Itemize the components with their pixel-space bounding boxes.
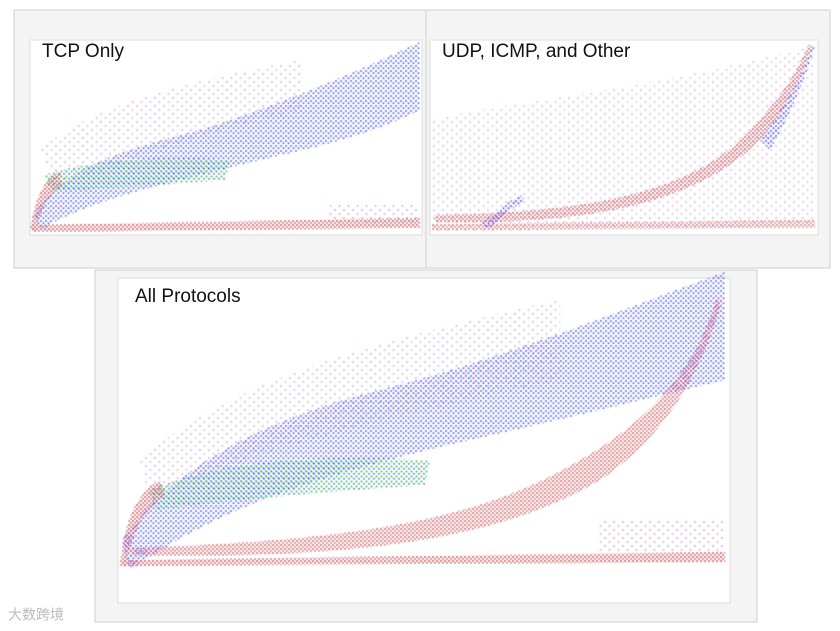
panel-title: UDP, ICMP, and Other [442, 41, 631, 62]
panel-udp: UDP, ICMP, and Other [425, 9, 831, 269]
panel-all: All Protocols [94, 269, 758, 623]
watermark: 大数跨境 [8, 607, 64, 623]
panel-title: All Protocols [135, 286, 241, 307]
panel-tcp: TCP Only [13, 9, 427, 269]
panel-title: TCP Only [42, 41, 125, 62]
